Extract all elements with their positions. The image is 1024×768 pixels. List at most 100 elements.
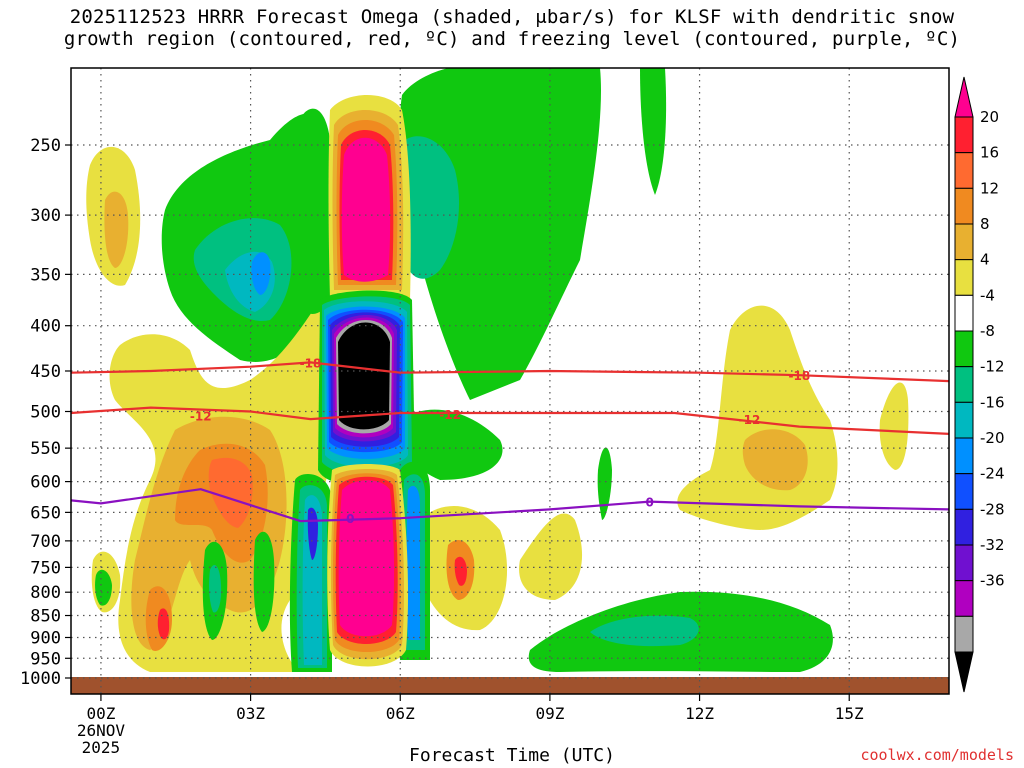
- colorbar-swatch: [954, 116, 974, 154]
- credit-text: coolwx.com/models: [860, 746, 1014, 764]
- omega-region-neg12-central-upper: [405, 136, 460, 279]
- x-date-label: 26NOV: [77, 721, 126, 740]
- omega-region-pos8-13z: [742, 429, 808, 491]
- omega-region-neg8-upper: [400, 68, 601, 400]
- colorbar-bottom-arrow: [954, 651, 974, 693]
- colorbar-label: -20: [980, 429, 1005, 447]
- omega-region-pos20-central-low: [338, 480, 395, 637]
- omega-region-neg12-bottom: [590, 615, 699, 647]
- omega-region-pos4-16z: [879, 382, 909, 470]
- colorbar-swatch: [954, 615, 974, 653]
- temperature-contours: -18 -18 -12 -12 -12 0 0: [71, 356, 949, 526]
- y-tick-label: 850: [30, 607, 61, 627]
- y-tick-label: 1000: [20, 669, 61, 689]
- omega-region-neg8-low-left: [95, 569, 112, 606]
- colorbar-top-arrow: [954, 76, 974, 118]
- contour-label: 0: [346, 512, 354, 526]
- colorbar-label: -36: [980, 572, 1005, 590]
- omega-region-neg8-mid: [400, 409, 503, 480]
- contour-line: [71, 361, 949, 383]
- omega-region-pos8-left-top: [104, 191, 129, 268]
- omega-region-pos16-center-left: [208, 457, 253, 528]
- contour-label: -12: [439, 408, 461, 422]
- y-tick-label: 400: [30, 317, 61, 337]
- contour-label: -18: [788, 369, 810, 383]
- omega-region-pos4-9z: [519, 513, 583, 600]
- omega-region-neg8-central-upper: [291, 108, 330, 314]
- y-tick-label: 300: [30, 206, 61, 226]
- omega-region-pos20-central-top: [341, 137, 391, 282]
- ground-surface: [71, 677, 949, 694]
- y-tick-label: 350: [30, 265, 61, 285]
- omega-region-neg20-left: [251, 252, 271, 295]
- x-tick-label: 00Z: [86, 704, 115, 723]
- omega-region-neg8-small: [597, 447, 612, 520]
- colorbar-label: 16: [980, 144, 999, 162]
- omega-region-core-central-mid: [338, 322, 390, 430]
- plot-area: -18 -18 -12 -12 -12 0 0: [70, 67, 950, 695]
- y-tick-label: 250: [30, 136, 61, 156]
- y-tick-label: 650: [30, 503, 61, 523]
- colorbar-swatch: [954, 437, 974, 475]
- colorbar-swatch: [954, 223, 974, 261]
- y-tick-label: 600: [30, 473, 61, 493]
- y-tick-label: 950: [30, 649, 61, 669]
- y-tick-label: 750: [30, 558, 61, 578]
- colorbar-label: -4: [980, 286, 995, 304]
- colorbar-swatch: [954, 401, 974, 439]
- colorbar-label: 4: [980, 251, 990, 269]
- omega-region-neg8-3z-low: [253, 531, 275, 632]
- colorbar-swatch: [954, 580, 974, 617]
- colorbar-label: -28: [980, 500, 1005, 518]
- colorbar-swatch: [954, 259, 974, 296]
- y-tick-label: 550: [30, 439, 61, 459]
- colorbar-label: -16: [980, 393, 1005, 411]
- grid-lines: [71, 68, 949, 694]
- omega-region-neg20-6z: [406, 485, 420, 640]
- y-tick-label: 450: [30, 362, 61, 382]
- x-tick-label: 09Z: [535, 704, 564, 723]
- x-tick-label: 03Z: [236, 704, 265, 723]
- colorbar-swatch: [954, 187, 974, 225]
- omega-region-pos16-low-left: [157, 608, 170, 640]
- omega-shading: [86, 68, 909, 672]
- y-tick-label: 900: [30, 628, 61, 648]
- colorbar-label: 8: [980, 215, 990, 233]
- x-tick-label: 12Z: [685, 704, 714, 723]
- colorbar-swatch: [954, 294, 974, 332]
- chart-title: 2025112523 HRRR Forecast Omega (shaded, …: [0, 6, 1024, 50]
- contour-label: -18: [300, 356, 322, 370]
- x-tick-label: 15Z: [835, 704, 864, 723]
- omega-region-pos16-7z: [454, 556, 467, 586]
- y-tick-label: 500: [30, 403, 61, 423]
- x-axis-label: Forecast Time (UTC): [409, 745, 615, 766]
- colorbar-label: 12: [980, 179, 999, 197]
- contour-label: -12: [190, 409, 212, 423]
- omega-region-neg8-right-top: [640, 68, 667, 195]
- omega-region-neg12-2z: [209, 565, 222, 613]
- x-date-label: 2025: [82, 738, 121, 757]
- colorbar-swatch: [954, 330, 974, 368]
- contour-label: 0: [646, 496, 654, 510]
- colorbar-swatch: [954, 366, 974, 403]
- y-tick-label: 800: [30, 583, 61, 603]
- colorbar: 20 16 12 8 4 -4 -8 -12 -16 -20 -24 -28 -32 -36: [954, 76, 1005, 693]
- x-tick-label: 06Z: [386, 704, 415, 723]
- y-axis: 2503003504004505005506006507007508008509…: [20, 136, 71, 689]
- contour-label: -12: [739, 413, 761, 427]
- colorbar-swatch: [954, 544, 974, 582]
- contour-line: [71, 406, 949, 435]
- colorbar-label: 20: [980, 108, 999, 126]
- colorbar-swatch: [954, 473, 974, 510]
- colorbar-swatch: [954, 508, 974, 546]
- title-line-2: growth region (contoured, red, ºC) and f…: [63, 28, 961, 50]
- colorbar-swatch: [954, 152, 974, 189]
- contour-line: [71, 488, 949, 523]
- colorbar-label: -8: [980, 322, 995, 340]
- plot-frame: [70, 67, 950, 695]
- colorbar-label: -32: [980, 536, 1005, 554]
- colorbar-label: -12: [980, 358, 1005, 376]
- colorbar-label: -24: [980, 465, 1005, 483]
